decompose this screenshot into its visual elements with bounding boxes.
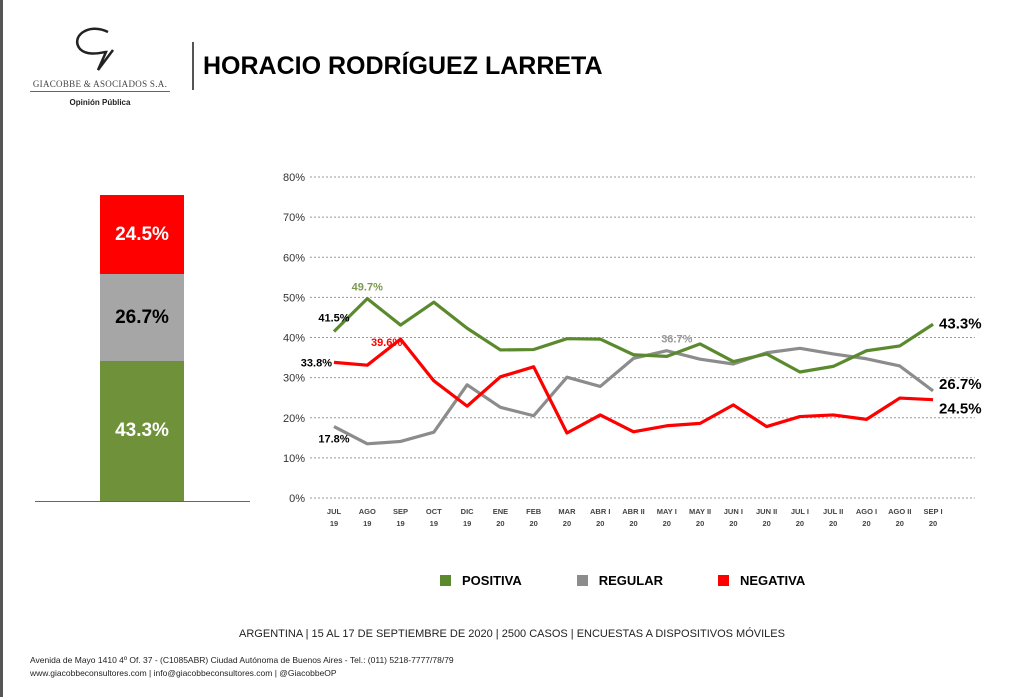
- data-label: 43.3%: [939, 315, 982, 332]
- x-tick-label-year: 20: [496, 519, 504, 528]
- legend-swatch: [718, 575, 729, 586]
- legend-regular: REGULAR: [576, 573, 663, 588]
- x-tick-label-year: 20: [862, 519, 870, 528]
- legend-swatch: [576, 575, 588, 586]
- x-tick-label: FEB: [526, 507, 542, 516]
- data-label: 24.5%: [939, 401, 982, 418]
- legend-label: NEGATIVA: [740, 573, 806, 588]
- x-tick-label-year: 20: [530, 519, 538, 528]
- x-tick-label-year: 20: [729, 519, 737, 528]
- survey-info: ARGENTINA | 15 AL 17 DE SEPTIEMBRE DE 20…: [239, 628, 785, 640]
- logo-firm-name: GIACOBBE & ASOCIADOS S.A.: [30, 79, 170, 92]
- x-tick-label: JUL I: [791, 507, 809, 516]
- x-tick-label: JUL II: [823, 507, 843, 516]
- x-tick-label-year: 19: [463, 519, 471, 528]
- x-tick-label: ABR II: [622, 507, 645, 516]
- x-tick-label: AGO I: [856, 507, 877, 516]
- x-tick-label-year: 20: [762, 519, 770, 528]
- x-tick-label-year: 19: [363, 519, 371, 528]
- legend-negativa: NEGATIVA: [718, 573, 805, 588]
- x-tick-label: MAY I: [657, 507, 677, 516]
- data-label: 26.7%: [939, 376, 982, 393]
- x-tick-label: SEP I: [924, 507, 943, 516]
- logo-subtitle: Opinión Pública: [69, 98, 131, 107]
- legend-label: REGULAR: [598, 573, 663, 588]
- x-tick-label: MAY II: [689, 507, 711, 516]
- x-tick-label-year: 20: [629, 519, 637, 528]
- y-tick-label: 50%: [283, 292, 305, 304]
- x-tick-label: OCT: [426, 507, 442, 516]
- data-label: 33.8%: [301, 357, 332, 369]
- x-tick-label: JUN I: [724, 507, 743, 516]
- y-tick-label: 40%: [283, 333, 305, 345]
- y-tick-label: 0%: [289, 493, 305, 505]
- x-tick-label: AGO II: [888, 507, 911, 516]
- footer-address: Avenida de Mayo 1410 4º Of. 37 - (C1085A…: [30, 655, 454, 665]
- x-tick-label: JUN II: [756, 507, 777, 516]
- x-tick-label: SEP: [393, 507, 408, 516]
- x-tick-label-year: 20: [596, 519, 604, 528]
- data-label: 17.8%: [318, 434, 349, 446]
- x-tick-label-year: 19: [330, 519, 338, 528]
- line-chart: 0% 10% 20% 30% 40% 50% 60% 70% 80% JUL 19 AGO 19 SEP 1…: [283, 172, 982, 528]
- x-tick-label: MAR: [558, 507, 576, 516]
- y-tick-label: 80%: [283, 172, 305, 184]
- legend: POSITIVA REGULAR NEGATIVA: [440, 573, 860, 588]
- x-tick-label-year: 20: [896, 519, 904, 528]
- bar-positiva: 43.3%: [100, 360, 184, 501]
- legend-swatch: [440, 575, 451, 586]
- page-edge: [0, 0, 3, 697]
- x-tick-label-year: 19: [396, 519, 404, 528]
- data-label: 49.7%: [352, 282, 383, 294]
- x-tick-label: AGO: [359, 507, 376, 516]
- x-tick-label: ABR I: [590, 507, 610, 516]
- summary-stacked-bar: 24.5% 26.7% 43.3%: [100, 195, 184, 501]
- company-logo: GIACOBBE & ASOCIADOS S.A. Opinión Públic…: [30, 22, 170, 117]
- page-title: HORACIO RODRÍGUEZ LARRETA: [203, 52, 603, 80]
- series-line-positiva: [332, 296, 934, 374]
- x-tick-label-year: 20: [696, 519, 704, 528]
- bar-regular: 26.7%: [100, 274, 184, 361]
- x-tick-label-year: 20: [663, 519, 671, 528]
- y-tick-label: 10%: [283, 453, 305, 465]
- bar-baseline: [35, 501, 250, 502]
- y-tick-label: 70%: [283, 212, 305, 224]
- footer-web: www.giacobbeconsultores.com | info@giaco…: [30, 668, 337, 678]
- x-tick-label: JUL: [327, 507, 342, 516]
- x-tick-label-year: 20: [829, 519, 837, 528]
- y-tick-label: 60%: [283, 252, 305, 264]
- data-label: 39.6%: [371, 337, 402, 349]
- y-tick-label: 30%: [283, 373, 305, 385]
- legend-positiva: POSITIVA: [440, 573, 522, 588]
- x-tick-label-year: 19: [430, 519, 438, 528]
- logo-mark-icon: [76, 27, 114, 71]
- x-tick-label-year: 20: [796, 519, 804, 528]
- legend-label: POSITIVA: [462, 573, 522, 588]
- x-tick-label: DIC: [461, 507, 475, 516]
- title-separator: [192, 42, 194, 90]
- x-tick-label: ENE: [493, 507, 508, 516]
- data-label: 41.5%: [318, 312, 349, 324]
- y-tick-label: 20%: [283, 413, 305, 425]
- x-tick-label-year: 20: [929, 519, 937, 528]
- x-tick-label-year: 20: [563, 519, 571, 528]
- bar-negativa: 24.5%: [100, 195, 184, 275]
- data-label: 36.7%: [661, 334, 692, 346]
